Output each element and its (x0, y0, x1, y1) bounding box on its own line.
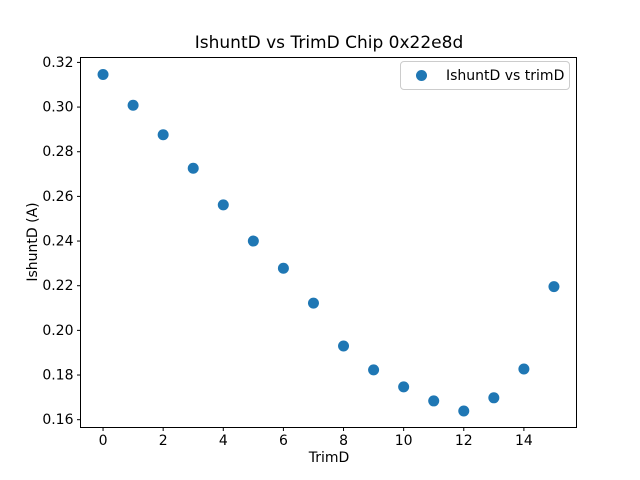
legend: IshuntD vs trimD (400, 61, 570, 90)
x-tick-label: 2 (159, 433, 168, 449)
x-tick-label: 0 (99, 433, 108, 449)
data-point (488, 392, 500, 404)
y-tick-label: 0.16 (42, 412, 73, 428)
x-tick-label: 14 (515, 433, 533, 449)
data-point (127, 99, 139, 111)
x-tick-label: 10 (395, 433, 413, 449)
x-axis-label: TrimD (308, 450, 350, 466)
y-tick-label: 0.28 (42, 144, 73, 160)
y-tick-label: 0.20 (42, 323, 73, 339)
data-point (338, 340, 350, 352)
data-point (217, 199, 229, 211)
x-tick-label: 8 (339, 433, 348, 449)
y-tick-label: 0.26 (42, 189, 73, 205)
y-tick-label: 0.32 (42, 55, 73, 71)
data-point (368, 364, 380, 376)
chart-title: IshuntD vs TrimD Chip 0x22e8d (194, 33, 464, 53)
data-point (398, 381, 410, 393)
y-tick-label: 0.22 (42, 278, 73, 294)
y-tick-label: 0.24 (42, 234, 73, 250)
data-point (307, 297, 319, 309)
y-axis-label: IshuntD (A) (25, 202, 41, 282)
data-point (247, 235, 259, 247)
y-tick-label: 0.30 (42, 100, 73, 116)
axes-frame (80, 57, 577, 428)
x-tick-label: 6 (279, 433, 288, 449)
data-point (97, 68, 109, 80)
y-axis: 0.16 0.18 0.20 0.22 0.24 0.26 0.28 0.30 0.32 (42, 55, 81, 428)
data-point (548, 281, 560, 293)
data-point (277, 262, 289, 274)
data-points (97, 68, 560, 417)
data-point (458, 405, 470, 417)
x-axis: 0 2 4 6 8 10 12 14 (99, 427, 533, 449)
y-tick-label: 0.18 (42, 368, 73, 384)
data-point (187, 162, 199, 174)
data-point (157, 129, 169, 141)
x-tick-label: 12 (455, 433, 473, 449)
data-point (518, 363, 530, 375)
x-tick-label: 4 (219, 433, 228, 449)
data-point (428, 395, 440, 407)
legend-marker-icon (416, 70, 427, 81)
legend-label: IshuntD vs trimD (446, 67, 565, 84)
